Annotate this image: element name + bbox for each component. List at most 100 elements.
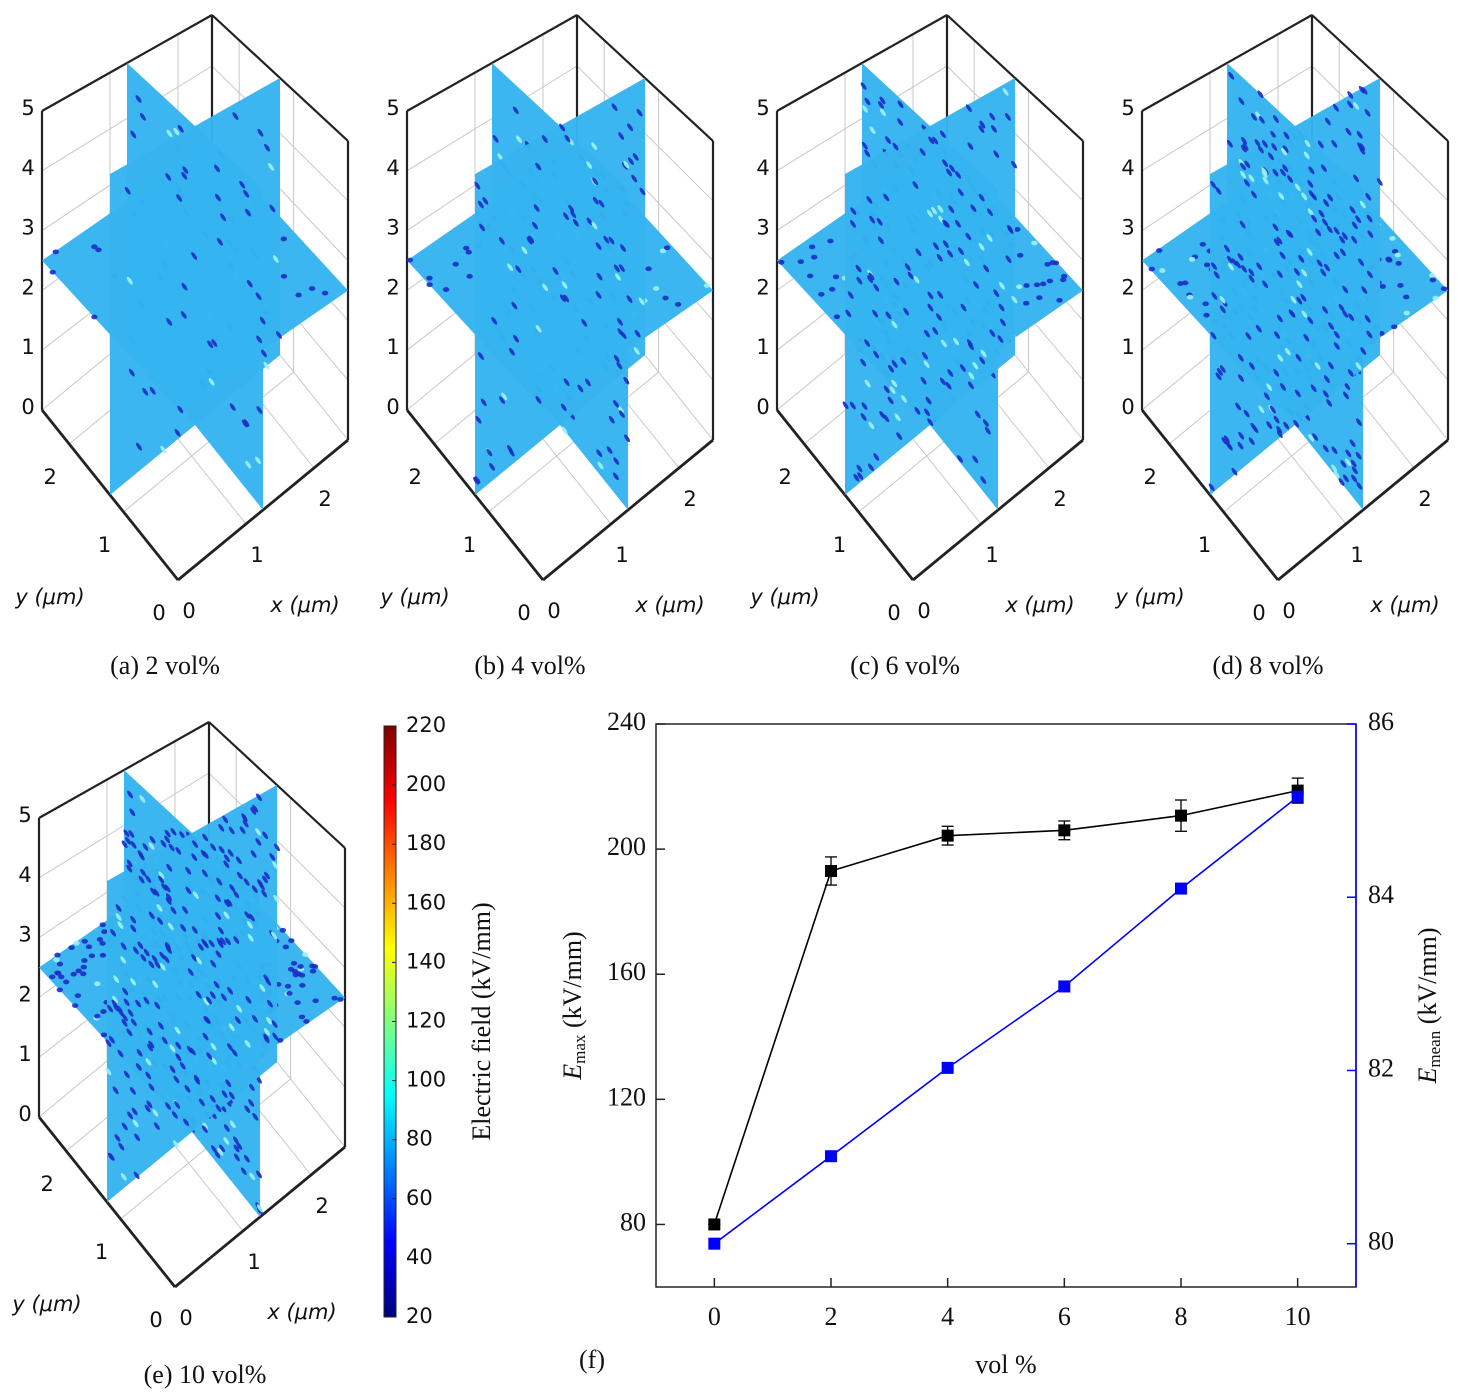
field-spot (703, 283, 711, 288)
field-spot (861, 105, 868, 113)
field-spot (213, 980, 220, 989)
field-spot (674, 302, 682, 307)
field-spot (234, 1016, 241, 1024)
field-spot (112, 995, 119, 1004)
field-spot (197, 943, 204, 951)
field-spot (1359, 147, 1366, 155)
x-tick-label: 10 (1285, 1302, 1311, 1331)
field-spot (581, 319, 588, 327)
field-spot (967, 381, 974, 390)
field-spot (1237, 353, 1244, 362)
data-point (708, 1218, 721, 1231)
field-spot (1307, 208, 1314, 216)
field-spot (1326, 225, 1333, 234)
field-spot (1331, 464, 1338, 473)
field-spot (1317, 140, 1324, 149)
x-axis-label: vol % (975, 1350, 1036, 1379)
field-spot (1226, 442, 1233, 451)
field-spot (1311, 214, 1318, 223)
field-spot (946, 168, 953, 177)
field-spot (210, 1042, 217, 1051)
field-spot (263, 1028, 270, 1036)
field-spot (1331, 446, 1338, 455)
field-spot (214, 164, 220, 173)
field-spot (198, 1098, 205, 1107)
field-spot (966, 339, 973, 347)
field-spot (1240, 170, 1247, 179)
field-spot (244, 1105, 251, 1113)
z-tick-label: 5 (1121, 96, 1134, 120)
field-spot (1328, 322, 1335, 330)
field-spot (263, 1033, 270, 1042)
field-spot (215, 950, 222, 959)
field-spot (1355, 215, 1362, 224)
field-spot (1280, 383, 1286, 391)
field-spot (925, 396, 932, 405)
field-spot (175, 1041, 182, 1050)
field-spot (1376, 178, 1383, 186)
field-spot (80, 964, 87, 970)
field-spot (233, 936, 240, 944)
field-spot (272, 861, 279, 869)
y-axis-label-unit: (kV/mm) (558, 931, 587, 1034)
field-spot (81, 938, 88, 944)
field-spot (516, 135, 522, 144)
field-spot (856, 464, 863, 473)
field-spot (480, 398, 487, 407)
field-spot (221, 1090, 228, 1098)
field-spot (945, 381, 952, 390)
field-spot (223, 860, 230, 869)
field-spot (159, 962, 166, 971)
field-spot (778, 259, 785, 265)
field-spot (203, 1015, 210, 1024)
field-spot (158, 875, 165, 884)
field-spot (201, 869, 208, 878)
field-spot (268, 163, 275, 171)
field-spot (868, 272, 875, 281)
field-spot (125, 837, 132, 845)
field-spot (206, 1052, 213, 1060)
field-spot (137, 850, 144, 858)
field-spot (129, 808, 136, 817)
field-spot (68, 945, 75, 951)
plot-frame (655, 723, 1357, 1288)
field-spot (153, 1122, 160, 1130)
field-spot (196, 956, 202, 965)
field-spot (1320, 164, 1327, 172)
field-spot (54, 970, 61, 976)
field-spot (1429, 277, 1437, 283)
x-tick-label: 2 (825, 1302, 838, 1331)
field-spot (249, 1172, 256, 1181)
field-spot (126, 1028, 133, 1037)
field-spot (165, 893, 172, 902)
field-spot (1203, 312, 1210, 318)
field-spot (279, 927, 287, 933)
field-spot (1219, 305, 1226, 314)
field-spot (163, 955, 170, 964)
field-spot (1303, 333, 1310, 342)
field-spot (149, 386, 156, 395)
field-spot (1248, 362, 1255, 370)
field-spot (891, 320, 898, 329)
field-spot (963, 258, 970, 267)
data-point (825, 1150, 837, 1163)
field-spot (1266, 421, 1273, 429)
field-spot (110, 928, 117, 937)
field-spot (1213, 271, 1220, 279)
field-spot (1248, 437, 1255, 446)
field-spot (210, 960, 217, 968)
field-spot (142, 843, 149, 851)
field-spot (94, 981, 101, 987)
field-spot (1250, 113, 1257, 121)
field-spot (1391, 324, 1398, 330)
field-spot (492, 135, 499, 143)
z-tick-label: 1 (756, 335, 769, 359)
field-spot (1353, 102, 1360, 110)
field-spot (244, 1039, 251, 1048)
field-spot (1315, 228, 1322, 237)
field-spot (999, 318, 1006, 327)
field-spot (932, 136, 939, 145)
field-spot (1308, 190, 1315, 198)
field-spot (1270, 130, 1277, 139)
field-spot (1235, 402, 1242, 411)
